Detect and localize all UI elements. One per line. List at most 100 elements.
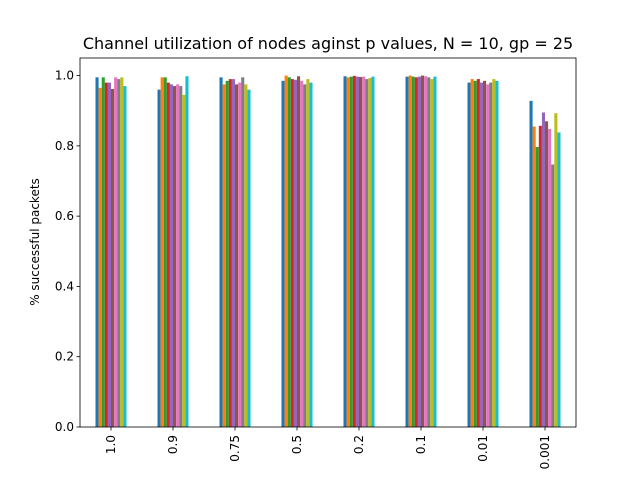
bar-0.01-series-3 — [473, 80, 477, 427]
bar-0.01-series-10 — [495, 80, 499, 427]
bar-0.001-series-6 — [545, 121, 549, 427]
bar-0.1-series-9 — [430, 79, 434, 427]
y-axis-label: % successful packets — [28, 178, 42, 306]
bar-0.9-series-1 — [157, 89, 161, 427]
bar-0.5-series-9 — [306, 79, 310, 427]
axes-layer: 0.0 0.2 0.4 0.6 0.8 1.0 1.0 0.9 0.75 0.5 0.2 0.1 0.0… — [55, 57, 577, 469]
bar-0.1-series-8 — [427, 77, 431, 427]
bar-0.001-series-8 — [551, 164, 555, 428]
bar-0.01-series-2 — [470, 79, 474, 427]
bar-0.75-series-10 — [247, 89, 251, 427]
bar-1.0-series-5 — [107, 82, 111, 427]
bar-0.5-series-8 — [303, 84, 307, 428]
x-tick-label-0.9: 0.9 — [166, 435, 180, 454]
y-tick-label-0.4: 0.4 — [55, 279, 74, 293]
x-tick-label-0.5: 0.5 — [290, 435, 304, 454]
bar-0.9-series-10 — [185, 76, 189, 428]
bar-0.01-series-7 — [486, 84, 490, 428]
bar-0.9-series-5 — [169, 84, 173, 428]
x-tick-label-0.75: 0.75 — [228, 435, 242, 462]
bar-0.2-series-5 — [355, 76, 359, 427]
bar-1.0-series-7 — [114, 77, 118, 427]
bar-0.9-series-9 — [182, 94, 186, 428]
bar-0.9-series-7 — [176, 84, 180, 428]
bar-0.9-series-8 — [179, 86, 183, 428]
bar-0.2-series-4 — [352, 75, 356, 428]
bar-0.5-series-2 — [284, 75, 288, 427]
bar-0.01-series-6 — [483, 80, 487, 427]
bar-0.001-series-2 — [532, 126, 536, 427]
bar-0.9-series-4 — [166, 82, 170, 427]
bar-1.0-series-4 — [104, 82, 108, 427]
bar-1.0-series-9 — [120, 77, 124, 427]
bar-1.0-series-10 — [123, 86, 127, 428]
bar-0.5-series-5 — [293, 79, 297, 427]
bar-0.01-series-9 — [492, 79, 496, 427]
bar-0.5-series-7 — [300, 80, 304, 427]
bar-0.1-series-4 — [414, 77, 418, 427]
bar-0.5-series-3 — [287, 77, 291, 427]
bar-0.75-series-1 — [219, 77, 223, 427]
bar-0.75-series-3 — [225, 80, 229, 427]
bar-0.75-series-6 — [235, 84, 239, 428]
bar-0.01-series-4 — [476, 79, 480, 427]
x-tick-label-1.0: 1.0 — [104, 435, 118, 454]
bar-0.01-series-5 — [479, 82, 483, 427]
bar-0.5-series-1 — [281, 80, 285, 427]
bar-0.9-series-6 — [173, 86, 177, 428]
bar-0.5-series-10 — [309, 82, 313, 427]
bar-0.1-series-6 — [421, 75, 425, 427]
bar-1.0-series-6 — [111, 88, 115, 428]
chart-title: Channel utilization of nodes aginst p va… — [83, 34, 573, 53]
bar-0.9-series-3 — [163, 77, 167, 427]
bar-0.001-series-9 — [554, 113, 558, 428]
x-tick-label-0.001: 0.001 — [538, 435, 552, 469]
bar-0.01-series-1 — [467, 82, 471, 427]
bar-0.01-series-8 — [489, 82, 493, 427]
bar-0.5-series-4 — [290, 79, 294, 427]
bar-0.001-series-10 — [557, 132, 561, 427]
bar-1.0-series-8 — [117, 79, 121, 427]
bar-0.1-series-7 — [424, 76, 428, 428]
bar-0.2-series-7 — [362, 76, 366, 427]
x-tick-label-0.2: 0.2 — [352, 435, 366, 454]
bar-0.2-series-2 — [346, 77, 350, 427]
bar-0.75-series-9 — [244, 84, 248, 428]
bar-0.2-series-8 — [365, 79, 369, 427]
x-tick-label-0.01: 0.01 — [476, 435, 490, 462]
bar-1.0-series-2 — [98, 87, 102, 428]
bar-0.5-series-6 — [297, 76, 301, 428]
bar-0.1-series-2 — [408, 75, 412, 427]
bars-layer — [95, 75, 561, 428]
bar-0.75-series-8 — [241, 77, 245, 427]
bar-0.75-series-4 — [228, 79, 232, 427]
bar-0.75-series-2 — [222, 84, 226, 428]
bar-0.1-series-1 — [405, 76, 409, 427]
bar-0.9-series-2 — [160, 77, 164, 427]
bar-0.001-series-5 — [541, 112, 545, 427]
bar-0.2-series-1 — [343, 76, 347, 428]
y-tick-label-1.0: 1.0 — [55, 69, 74, 83]
bar-0.1-series-5 — [417, 76, 421, 427]
bar-0.001-series-3 — [535, 146, 539, 427]
bar-0.001-series-7 — [548, 128, 552, 428]
bar-0.2-series-6 — [359, 76, 363, 427]
bar-1.0-series-1 — [95, 77, 99, 427]
bar-0.2-series-3 — [349, 76, 353, 427]
bar-0.1-series-10 — [433, 76, 437, 427]
y-tick-label-0.8: 0.8 — [55, 139, 74, 153]
x-tick-label-0.1: 0.1 — [414, 435, 428, 454]
bar-0.1-series-3 — [411, 76, 415, 427]
bar-0.001-series-4 — [538, 125, 542, 427]
bar-0.001-series-1 — [529, 100, 533, 428]
plot-frame — [79, 57, 577, 428]
y-tick-label-0.6: 0.6 — [55, 209, 74, 223]
bar-0.2-series-9 — [368, 78, 372, 427]
y-tick-label-0.0: 0.0 — [55, 420, 74, 434]
bar-0.75-series-7 — [238, 82, 242, 427]
bar-0.2-series-10 — [371, 76, 375, 427]
bar-0.75-series-5 — [231, 79, 235, 427]
bar-1.0-series-3 — [101, 77, 105, 427]
